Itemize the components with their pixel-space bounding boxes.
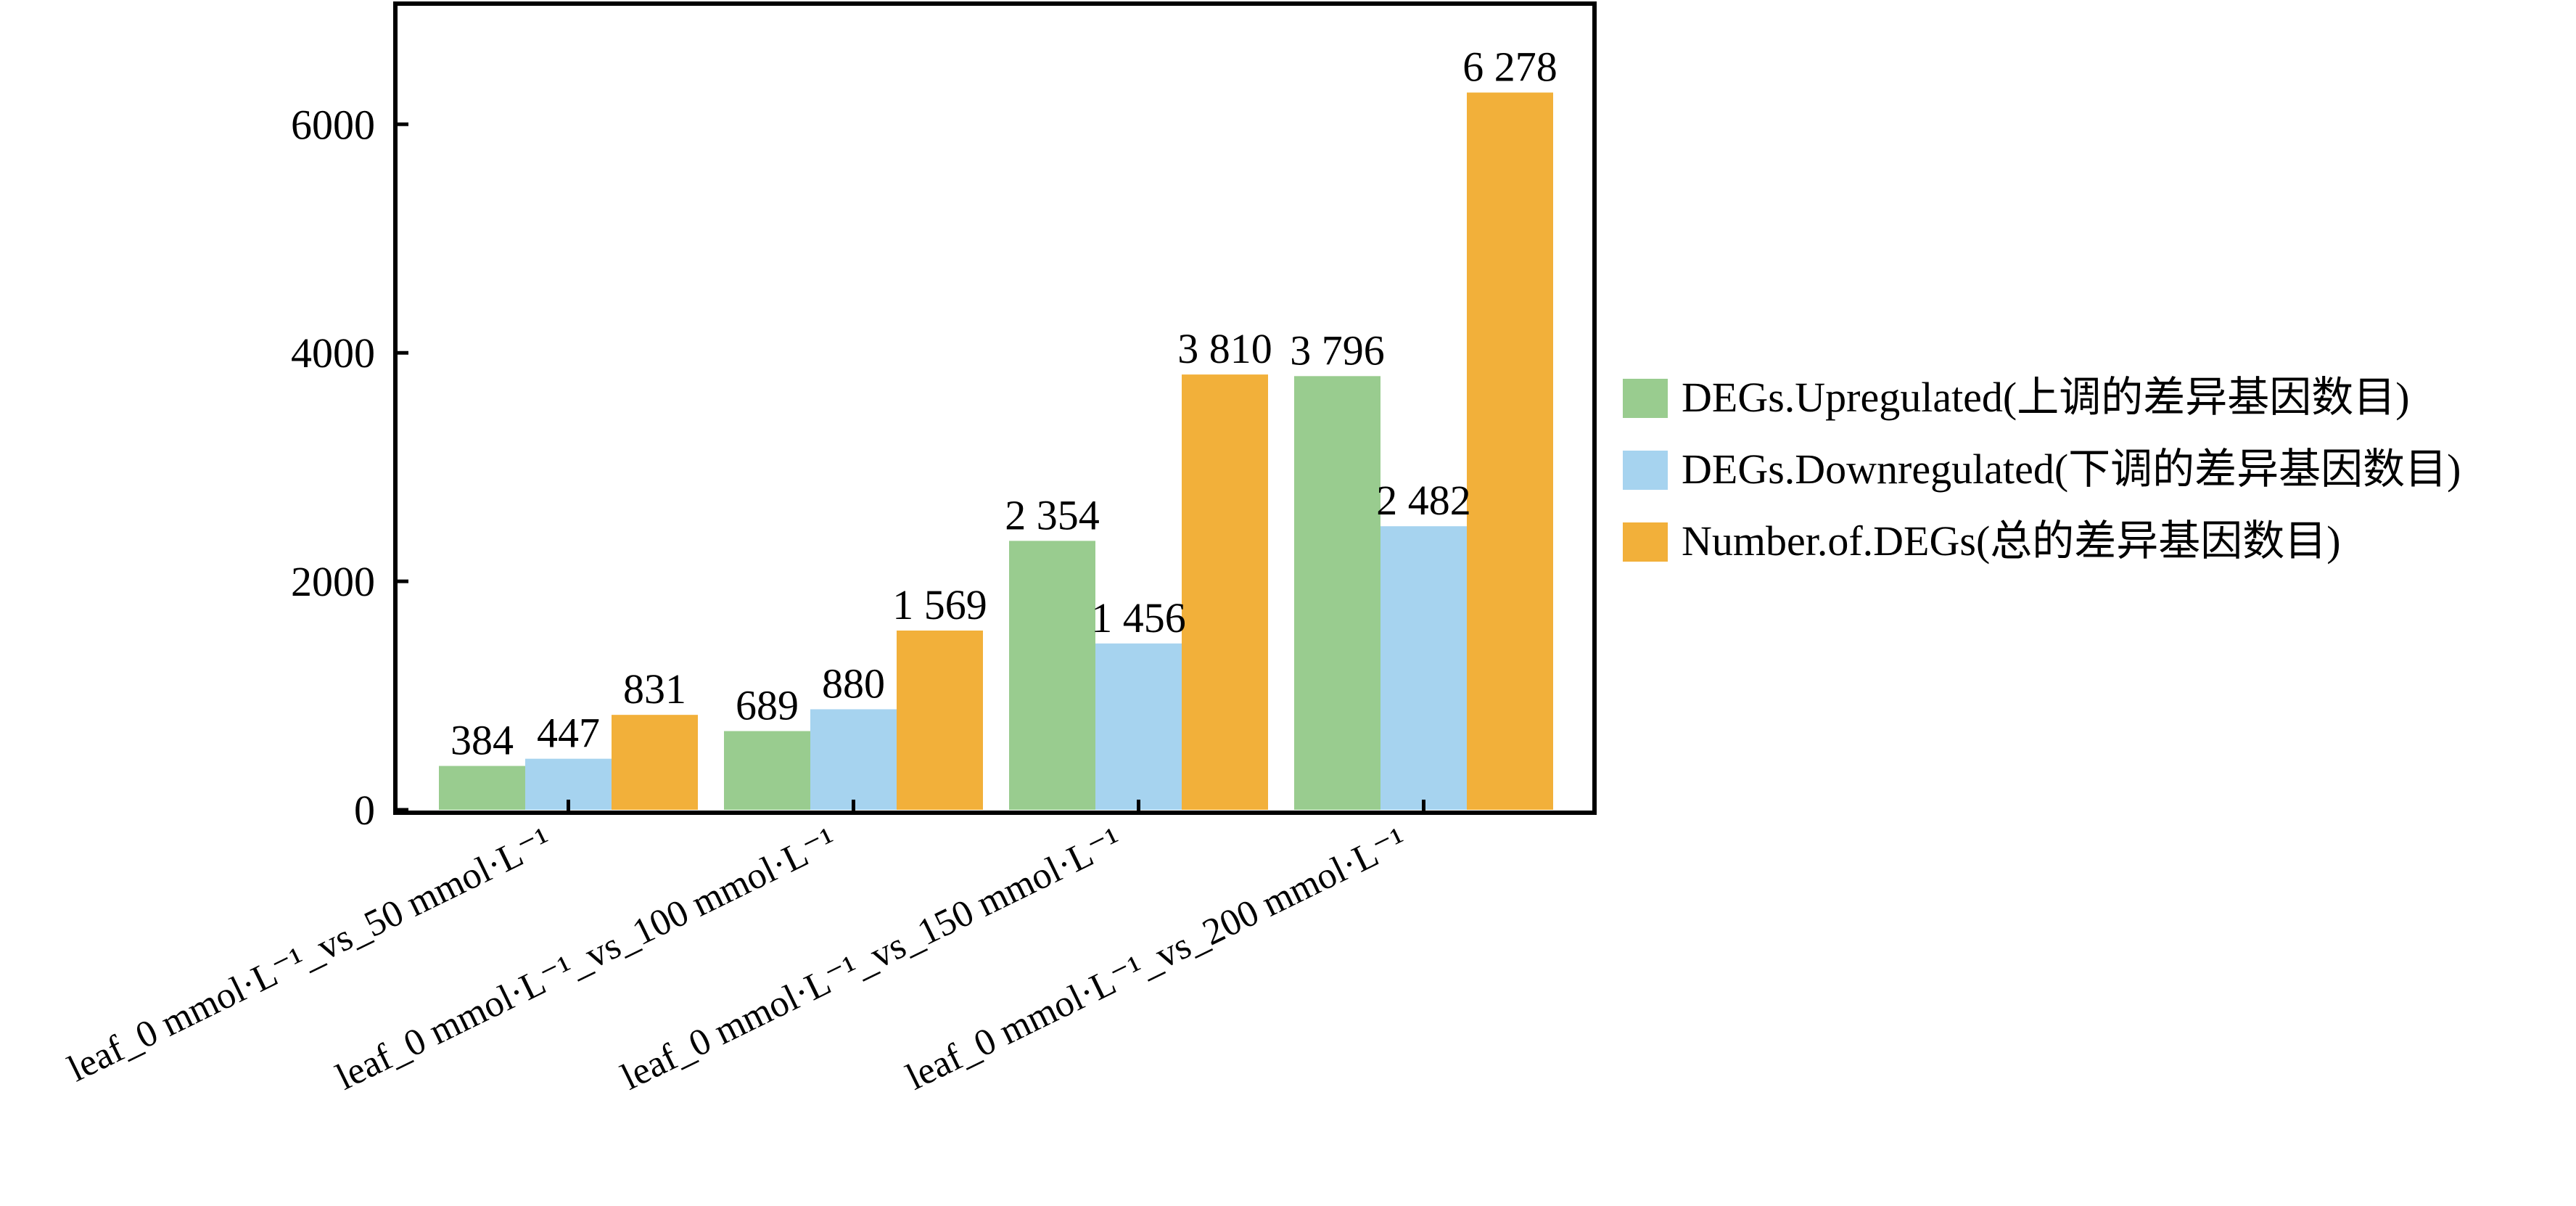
data-label-3-2: 1 569 [892, 581, 987, 628]
bar-3-4 [1467, 92, 1553, 810]
data-label-1-4: 3 796 [1290, 327, 1385, 374]
y-tick-label-1: 2000 [291, 558, 375, 605]
bar-1-1 [439, 766, 525, 810]
y-tick-label-0: 0 [354, 787, 375, 834]
y-tick-label-3: 6000 [291, 101, 375, 148]
legend-swatch-2 [1623, 451, 1668, 490]
plot-frame [393, 1, 1597, 815]
legend-label-3: Number.of.DEGs(总的差异基因数目) [1682, 517, 2341, 565]
data-label-1-1: 384 [450, 717, 514, 764]
bar-2-2 [810, 709, 897, 810]
data-label-2-2: 880 [822, 660, 885, 707]
data-label-1-2: 689 [736, 682, 799, 729]
y-axis: 0 2000 4000 6000 [291, 101, 408, 834]
legend-swatch-3 [1623, 522, 1668, 562]
y-tick-label-2: 4000 [291, 329, 375, 377]
data-label-3-1: 831 [623, 665, 686, 713]
data-label-2-1: 447 [537, 710, 600, 757]
bar-3-1 [612, 715, 698, 810]
legend-swatch-1 [1623, 379, 1668, 418]
data-label-2-3: 1 456 [1091, 594, 1186, 641]
bar-3-3 [1182, 374, 1268, 810]
data-labels-layer: 384 689 2 354 3 796 447 880 1 456 2 482 831 1 569… [450, 44, 1557, 764]
x-tick-label-1: leaf_0 mmol·L⁻¹_vs_100 mmol·L⁻¹ [330, 820, 843, 1099]
data-label-3-4: 6 278 [1462, 44, 1557, 91]
bar-1-4 [1294, 376, 1380, 810]
data-label-2-4: 2 482 [1376, 477, 1471, 524]
bars-layer [439, 92, 1553, 810]
legend-label-2: DEGs.Downregulated(下调的差异基因数目) [1682, 446, 2461, 493]
bar-1-2 [724, 731, 810, 810]
x-tick-label-3: leaf_0 mmol·L⁻¹_vs_200 mmol·L⁻¹ [900, 820, 1413, 1099]
legend-label-1: DEGs.Upregulated(上调的差异基因数目) [1682, 374, 2410, 421]
x-tick-label-0: leaf_0 mmol·L⁻¹_vs_50 mmol·L⁻¹ [62, 820, 558, 1091]
x-tick-label-2: leaf_0 mmol·L⁻¹_vs_150 mmol·L⁻¹ [615, 820, 1128, 1099]
bar-3-2 [897, 630, 983, 810]
bar-1-3 [1009, 541, 1095, 810]
data-label-3-3: 3 810 [1177, 325, 1272, 372]
data-label-1-3: 2 354 [1005, 491, 1100, 538]
bar-2-4 [1380, 526, 1467, 810]
legend: DEGs.Upregulated(上调的差异基因数目) DEGs.Downregu… [1623, 374, 2461, 565]
bar-2-3 [1095, 643, 1182, 810]
